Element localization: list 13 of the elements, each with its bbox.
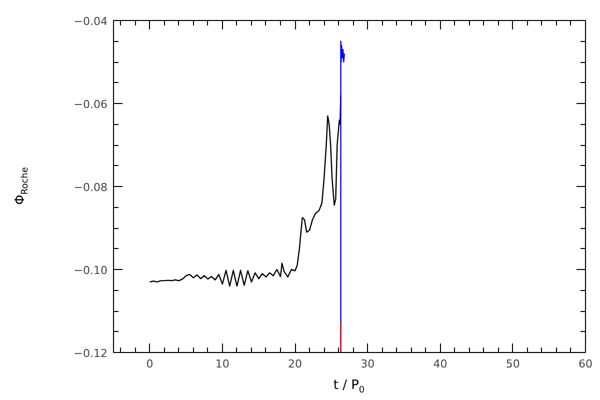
y-tick-label: −0.04	[74, 15, 108, 28]
x-tick-label: 60	[578, 358, 592, 370]
x-axis-title: t / P$_{0}$	[333, 377, 365, 398]
y-tick-label: −0.10	[74, 264, 108, 277]
x-tick-label: 20	[288, 358, 302, 370]
x-tick-label: 30	[360, 358, 375, 370]
y-tick-label: −0.08	[74, 181, 108, 194]
y-tick-label: −0.12	[74, 347, 108, 360]
y-tick-label: −0.06	[74, 98, 108, 111]
x-tick-label: 10	[215, 358, 230, 370]
x-tick-label: 0	[146, 358, 154, 370]
x-tick-label: 40	[433, 358, 448, 370]
x-tick-label: 50	[506, 358, 520, 370]
